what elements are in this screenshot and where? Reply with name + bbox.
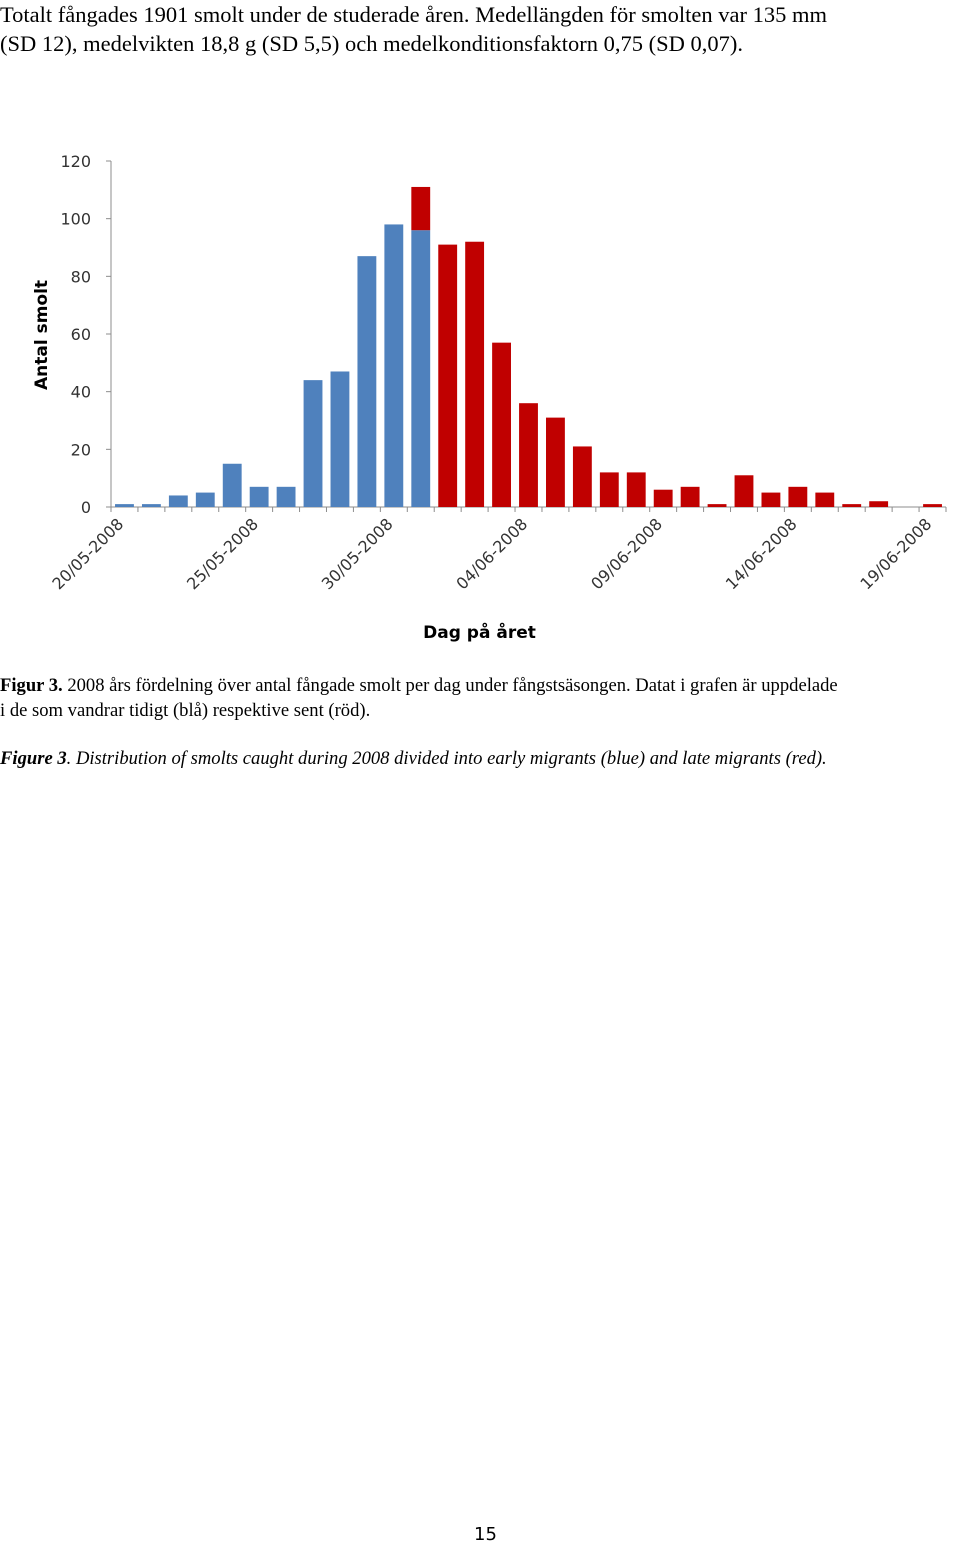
bar-segment bbox=[465, 241, 485, 507]
y-tick-label: 40 bbox=[71, 383, 91, 402]
bar-segment bbox=[276, 486, 296, 507]
caption-sv-text-2: i de som vandrar tidigt (blå) respektive… bbox=[0, 699, 371, 721]
caption-en-label: Figure 3 bbox=[0, 748, 67, 769]
bar-segment bbox=[546, 417, 565, 507]
caption-sv-text-1: 2008 års fördelning över antal fångade s… bbox=[62, 675, 838, 696]
bar-segment bbox=[115, 504, 134, 507]
x-tick-label: 04/06-2008 bbox=[452, 514, 531, 593]
bar-segment bbox=[330, 371, 350, 507]
x-tick-label: 19/06-2008 bbox=[856, 514, 935, 593]
x-tick-label: 30/05-2008 bbox=[318, 514, 397, 593]
bar-segment bbox=[384, 224, 404, 507]
caption-sv-label: Figur 3. bbox=[0, 675, 63, 696]
bar-segment bbox=[519, 403, 538, 507]
y-axis-title: Antal smolt bbox=[32, 280, 52, 390]
figure-caption-english: Figure 3. Distribution of smolts caught … bbox=[0, 746, 960, 771]
bar-segment bbox=[842, 504, 862, 507]
bar-segment bbox=[599, 472, 619, 507]
x-axis-title: Dag på året bbox=[423, 621, 536, 643]
figure-caption-swedish: Figur 3. 2008 års fördelning över antal … bbox=[0, 674, 960, 723]
bar-segment bbox=[411, 186, 431, 231]
bar-segment bbox=[303, 380, 323, 507]
x-tick-label: 20/05-2008 bbox=[48, 514, 127, 593]
page-number: 15 bbox=[474, 1524, 497, 1545]
bar-chart: 0 20 40 60 80 100 120 20/05-2008 25/05-2008 30/05… bbox=[32, 152, 947, 643]
bar-segment bbox=[653, 489, 673, 507]
bar-segment bbox=[788, 486, 808, 507]
bar-segment bbox=[141, 504, 161, 507]
y-tick-label: 0 bbox=[81, 498, 91, 517]
bar-segment bbox=[492, 342, 511, 507]
bar-segment bbox=[734, 475, 754, 507]
bar-segment bbox=[626, 472, 646, 507]
bar-segment bbox=[249, 486, 269, 507]
bar-segment bbox=[357, 256, 377, 507]
bar-segment bbox=[815, 492, 835, 507]
bar-segment bbox=[707, 504, 727, 507]
x-tick-label: 14/06-2008 bbox=[722, 514, 801, 593]
bar-segment bbox=[869, 501, 889, 507]
bar-segment bbox=[195, 492, 215, 507]
intro-paragraph: Totalt fångades 1901 smolt under de stud… bbox=[0, 0, 958, 58]
y-tick-label: 60 bbox=[71, 325, 91, 344]
x-tick-label: 25/05-2008 bbox=[183, 514, 262, 593]
bar-segment bbox=[168, 495, 188, 507]
bar-segment bbox=[680, 486, 700, 507]
intro-line-1: Totalt fångades 1901 smolt under de stud… bbox=[0, 2, 827, 27]
y-tick-label: 100 bbox=[60, 210, 91, 229]
bar-segment bbox=[923, 504, 942, 507]
bar-segment bbox=[411, 230, 431, 507]
chart-bars bbox=[115, 186, 942, 507]
caption-en-text: . Distribution of smolts caught during 2… bbox=[66, 748, 827, 769]
bar-segment bbox=[761, 492, 781, 507]
intro-line-2: (SD 12), medelvikten 18,8 g (SD 5,5) och… bbox=[0, 31, 744, 56]
x-tick-label: 09/06-2008 bbox=[587, 514, 666, 593]
y-tick-label: 20 bbox=[71, 440, 91, 459]
bar-segment bbox=[438, 244, 458, 507]
bar-segment bbox=[222, 463, 242, 507]
bar-segment bbox=[572, 446, 592, 507]
y-tick-label: 120 bbox=[60, 152, 91, 171]
y-tick-label: 80 bbox=[71, 267, 91, 286]
